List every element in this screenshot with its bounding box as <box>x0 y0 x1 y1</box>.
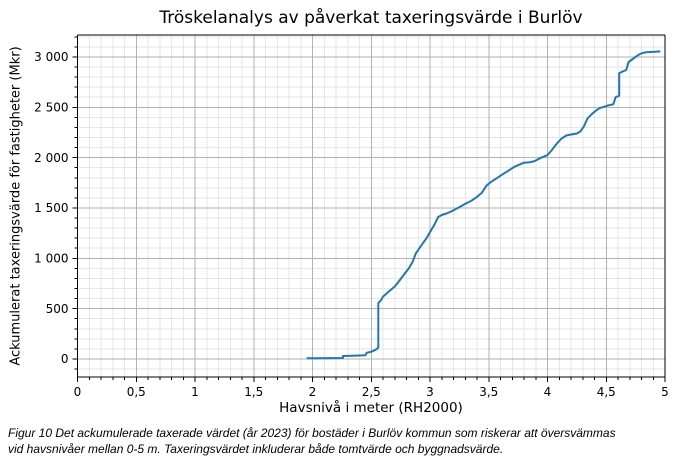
y-tick-label: 500 <box>46 302 69 316</box>
y-axis-label: Ackumulerat taxeringsvärde för fastighet… <box>8 46 24 366</box>
tick-marks <box>72 36 666 382</box>
data-series <box>306 50 661 360</box>
caption-line-2: vid havsnivåer mellan 0-5 m. Taxeringsvä… <box>8 442 504 456</box>
x-tick-label: 5 <box>661 385 669 399</box>
y-tick-label: 0 <box>61 352 69 366</box>
y-tick-label: 2 500 <box>34 100 68 114</box>
grid-major <box>77 35 666 377</box>
x-tick-label: 4 <box>544 385 552 399</box>
x-tick-label: 1,5 <box>244 385 263 399</box>
caption-line-1: Figur 10 Det ackumulerade taxerade värde… <box>8 426 616 440</box>
tick-labels: 0 0,5 1 1,5 2 2,5 3 3,5 4 4,5 5 0 500 1 000 1 500 2 000… <box>34 50 669 399</box>
chart-title: Tröskelanalys av påverkat taxeringsvärde… <box>159 8 583 28</box>
figure-caption: Figur 10 Det ackumulerade taxerade värde… <box>8 425 698 457</box>
x-tick-label: 3,5 <box>479 385 498 399</box>
x-tick-label: 0 <box>74 385 82 399</box>
x-tick-label: 1 <box>191 385 199 399</box>
x-tick-label: 2,5 <box>362 385 381 399</box>
y-tick-label: 3 000 <box>34 50 68 64</box>
x-tick-label: 3 <box>426 385 434 399</box>
x-axis-label: Havsnivå i meter (RH2000) <box>279 400 463 416</box>
y-tick-label: 2 000 <box>34 151 68 165</box>
x-tick-label: 0,5 <box>127 385 146 399</box>
y-tick-label: 1 500 <box>34 201 68 215</box>
y-tick-label: 1 000 <box>34 252 68 266</box>
data-series-line <box>306 50 661 360</box>
x-tick-label: 2 <box>309 385 317 399</box>
x-tick-label: 4,5 <box>597 385 616 399</box>
